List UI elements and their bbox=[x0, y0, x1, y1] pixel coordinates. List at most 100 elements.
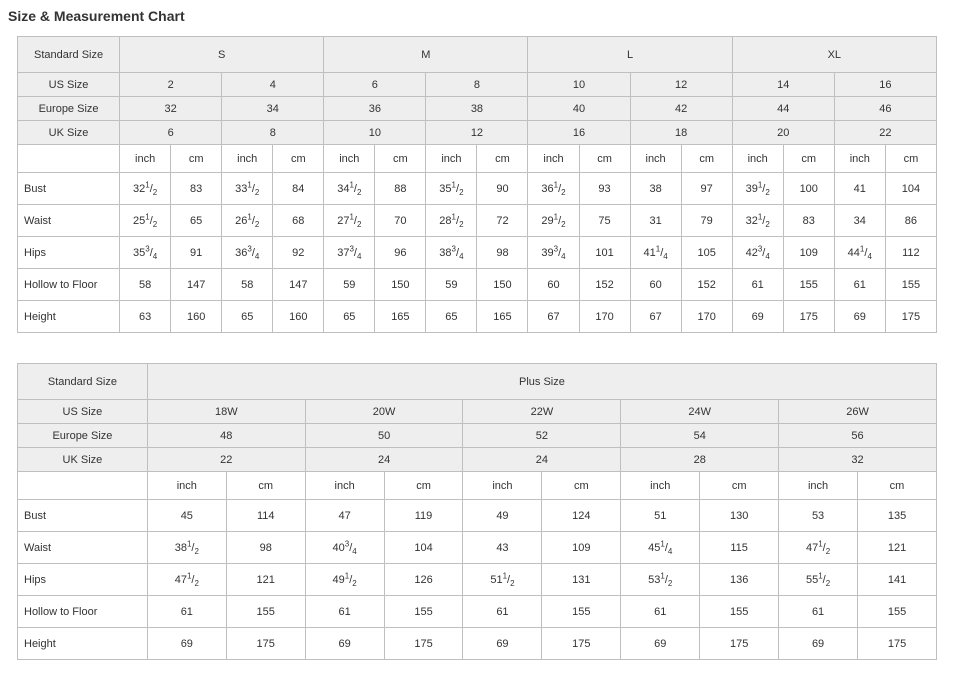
uk-size-col: 16 bbox=[528, 121, 630, 145]
uk-size-col: 22 bbox=[834, 121, 936, 145]
value-inch: 59 bbox=[426, 269, 477, 301]
value-inch: 60 bbox=[528, 269, 579, 301]
us-size-col: 24W bbox=[621, 400, 779, 424]
value-cm: 121 bbox=[226, 564, 305, 596]
eu-size-col: 48 bbox=[147, 424, 305, 448]
us-size-col: 14 bbox=[732, 73, 834, 97]
value-cm: 96 bbox=[375, 237, 426, 269]
value-cm: 109 bbox=[542, 532, 621, 564]
measure-label: Hips bbox=[18, 564, 148, 596]
value-inch: 69 bbox=[732, 301, 783, 333]
value-cm: 104 bbox=[885, 173, 936, 205]
page-title: Size & Measurement Chart bbox=[0, 0, 954, 36]
value-inch: 403/4 bbox=[305, 532, 384, 564]
value-cm: 160 bbox=[273, 301, 324, 333]
value-inch: 45 bbox=[147, 500, 226, 532]
value-cm: 135 bbox=[858, 500, 937, 532]
us-size-col: 4 bbox=[222, 73, 324, 97]
value-cm: 170 bbox=[579, 301, 630, 333]
value-inch: 321/2 bbox=[120, 173, 171, 205]
uk-size-col: 20 bbox=[732, 121, 834, 145]
measure-label: Height bbox=[18, 628, 148, 660]
eu-size-col: 40 bbox=[528, 97, 630, 121]
eu-size-col: 54 bbox=[621, 424, 779, 448]
standard-size-col: XL bbox=[732, 37, 936, 73]
value-inch: 61 bbox=[621, 596, 700, 628]
unit-cm: cm bbox=[783, 145, 834, 173]
uk-size-col: 12 bbox=[426, 121, 528, 145]
us-size-col: 10 bbox=[528, 73, 630, 97]
value-inch: 61 bbox=[147, 596, 226, 628]
value-cm: 90 bbox=[477, 173, 528, 205]
value-inch: 41 bbox=[834, 173, 885, 205]
value-cm: 104 bbox=[384, 532, 463, 564]
value-cm: 175 bbox=[885, 301, 936, 333]
value-inch: 69 bbox=[463, 628, 542, 660]
header-uk-size: UK Size bbox=[18, 448, 148, 472]
unit-inch: inch bbox=[621, 472, 700, 500]
unit-cm: cm bbox=[681, 145, 732, 173]
value-inch: 58 bbox=[222, 269, 273, 301]
unit-cm: cm bbox=[384, 472, 463, 500]
header-standard-size: Standard Size bbox=[18, 37, 120, 73]
value-inch: 61 bbox=[305, 596, 384, 628]
value-cm: 152 bbox=[579, 269, 630, 301]
value-cm: 147 bbox=[171, 269, 222, 301]
value-inch: 51 bbox=[621, 500, 700, 532]
header-uk-size: UK Size bbox=[18, 121, 120, 145]
value-inch: 361/2 bbox=[528, 173, 579, 205]
value-cm: 155 bbox=[700, 596, 779, 628]
value-cm: 160 bbox=[171, 301, 222, 333]
plus-size-header: Plus Size bbox=[147, 364, 936, 400]
unit-inch: inch bbox=[222, 145, 273, 173]
unit-cm: cm bbox=[885, 145, 936, 173]
value-cm: 126 bbox=[384, 564, 463, 596]
value-inch: 69 bbox=[147, 628, 226, 660]
value-inch: 58 bbox=[120, 269, 171, 301]
value-cm: 150 bbox=[375, 269, 426, 301]
value-inch: 61 bbox=[732, 269, 783, 301]
uk-size-col: 8 bbox=[222, 121, 324, 145]
value-inch: 47 bbox=[305, 500, 384, 532]
value-inch: 271/2 bbox=[324, 205, 375, 237]
eu-size-col: 38 bbox=[426, 97, 528, 121]
value-cm: 175 bbox=[384, 628, 463, 660]
value-inch: 65 bbox=[426, 301, 477, 333]
value-cm: 175 bbox=[700, 628, 779, 660]
measure-label: Bust bbox=[18, 173, 120, 205]
value-cm: 130 bbox=[700, 500, 779, 532]
eu-size-col: 56 bbox=[779, 424, 937, 448]
value-inch: 67 bbox=[528, 301, 579, 333]
value-cm: 155 bbox=[858, 596, 937, 628]
value-cm: 93 bbox=[579, 173, 630, 205]
value-cm: 175 bbox=[542, 628, 621, 660]
value-cm: 175 bbox=[783, 301, 834, 333]
value-inch: 69 bbox=[305, 628, 384, 660]
value-inch: 393/4 bbox=[528, 237, 579, 269]
eu-size-col: 32 bbox=[120, 97, 222, 121]
value-inch: 67 bbox=[630, 301, 681, 333]
value-inch: 491/2 bbox=[305, 564, 384, 596]
value-cm: 121 bbox=[858, 532, 937, 564]
unit-inch: inch bbox=[426, 145, 477, 173]
value-inch: 351/2 bbox=[426, 173, 477, 205]
value-inch: 341/2 bbox=[324, 173, 375, 205]
us-size-col: 18W bbox=[147, 400, 305, 424]
unit-cm: cm bbox=[273, 145, 324, 173]
value-cm: 92 bbox=[273, 237, 324, 269]
value-inch: 381/2 bbox=[147, 532, 226, 564]
us-size-col: 26W bbox=[779, 400, 937, 424]
header-us-size: US Size bbox=[18, 400, 148, 424]
value-inch: 471/2 bbox=[147, 564, 226, 596]
measure-label: Height bbox=[18, 301, 120, 333]
value-cm: 88 bbox=[375, 173, 426, 205]
header-eu-size: Europe Size bbox=[18, 424, 148, 448]
unit-inch: inch bbox=[834, 145, 885, 173]
unit-inch: inch bbox=[779, 472, 858, 500]
value-cm: 136 bbox=[700, 564, 779, 596]
value-cm: 115 bbox=[700, 532, 779, 564]
value-cm: 105 bbox=[681, 237, 732, 269]
value-cm: 114 bbox=[226, 500, 305, 532]
eu-size-col: 52 bbox=[463, 424, 621, 448]
uk-size-col: 32 bbox=[779, 448, 937, 472]
